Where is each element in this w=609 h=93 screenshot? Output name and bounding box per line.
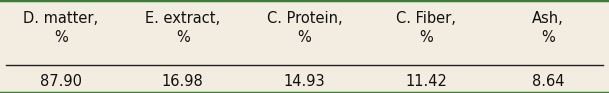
Text: 8.64: 8.64	[532, 74, 565, 89]
Text: E. extract,
%: E. extract, %	[145, 11, 220, 45]
Text: 16.98: 16.98	[162, 74, 203, 89]
Text: 14.93: 14.93	[284, 74, 325, 89]
Text: 11.42: 11.42	[406, 74, 447, 89]
Text: C. Fiber,
%: C. Fiber, %	[396, 11, 456, 45]
Text: C. Protein,
%: C. Protein, %	[267, 11, 342, 45]
Text: 87.90: 87.90	[40, 74, 82, 89]
Text: Ash,
%: Ash, %	[532, 11, 564, 45]
Text: D. matter,
%: D. matter, %	[23, 11, 99, 45]
